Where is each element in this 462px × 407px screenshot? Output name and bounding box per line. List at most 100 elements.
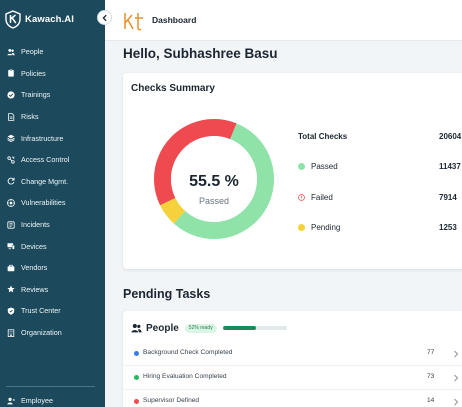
task-count: 14	[427, 397, 435, 404]
task-row[interactable]: Background Check Completed 77	[123, 342, 462, 366]
sidebar-item-label: Employee	[21, 396, 53, 406]
sidebar-item-label: Organization	[21, 328, 62, 338]
page-title: Dashboard	[152, 15, 197, 25]
chevron-right-icon[interactable]	[453, 350, 459, 358]
document-icon	[8, 112, 15, 121]
task-status-dot	[134, 351, 139, 356]
refresh-icon	[7, 178, 15, 185]
failed-row[interactable]: Failed	[298, 191, 333, 203]
sidebar-item-label: Trust Center	[21, 306, 61, 316]
kawach-logo-icon	[5, 9, 21, 29]
passed-label: Passed	[311, 161, 338, 171]
chevron-left-icon	[101, 14, 107, 21]
donut-hole	[171, 136, 257, 222]
incident-icon	[7, 220, 15, 229]
collapse-sidebar-button[interactable]	[97, 10, 112, 25]
brand[interactable]: Kawach.AI	[5, 8, 74, 30]
checks-summary-card: Checks Summary 55.5 % Passed Total Check…	[123, 73, 462, 269]
sidebar-item-label: Devices	[21, 241, 47, 251]
sidebar-item-label: Access Control	[21, 155, 70, 165]
sidebar-item-label: Reviews	[21, 284, 49, 294]
task-label: Hiring Evaluation Completed	[143, 373, 227, 380]
sidebar-item-devices[interactable]: Devices	[0, 235, 105, 257]
pending-dot-icon	[298, 223, 305, 231]
checks-donut-chart	[154, 119, 274, 239]
ready-badge: 52% ready	[184, 323, 217, 333]
people-icon	[131, 324, 142, 333]
sidebar-divider	[6, 386, 95, 387]
key-icon	[7, 156, 15, 164]
sidebar-item-risks[interactable]: Risks	[0, 106, 105, 128]
devices-icon	[7, 243, 15, 250]
sidebar-item-label: Vendors	[21, 263, 48, 273]
check-badge-icon	[7, 91, 15, 99]
ready-progress-fill	[222, 326, 256, 330]
bug-icon	[7, 199, 15, 207]
task-count: 77	[427, 349, 435, 356]
sidebar-item-reviews[interactable]: Reviews	[0, 279, 105, 301]
sidebar-item-label: Trainings	[21, 90, 51, 100]
checks-summary-title: Checks Summary	[131, 83, 215, 94]
shield-icon	[7, 307, 15, 315]
failed-segment[interactable]	[154, 119, 274, 239]
greeting-heading: Hello, Subhashree Basu	[123, 46, 278, 61]
failed-info-icon	[298, 193, 305, 201]
layers-icon	[7, 134, 15, 143]
passed-value: 11437	[439, 161, 461, 171]
ready-progress-bar	[222, 326, 287, 330]
pending-tasks-card: People 52% ready Background Check Comple…	[123, 311, 462, 407]
sidebar-item-access-control[interactable]: Access Control	[0, 149, 105, 171]
pending-tasks-title: Pending Tasks	[123, 287, 211, 301]
sidebar-item-label: Change Mgmt.	[21, 176, 69, 186]
failed-value: 7914	[439, 192, 457, 202]
star-icon	[7, 285, 15, 293]
task-row[interactable]: Hiring Evaluation Completed 73	[123, 366, 462, 390]
sidebar-item-vulnerabilities[interactable]: Vulnerabilities	[0, 192, 105, 214]
task-row[interactable]: Supervisor Defined 14	[123, 390, 462, 407]
sidebar-item-infrastructure[interactable]: Infrastructure	[0, 127, 105, 149]
kt-logo-icon[interactable]	[123, 11, 145, 31]
people-task-group-header[interactable]: People 52% ready	[131, 321, 287, 335]
sidebar-item-label: People	[21, 47, 44, 57]
sidebar-item-label: Incidents	[21, 220, 50, 230]
sidebar-item-change-mgmt[interactable]: Change Mgmt.	[0, 171, 105, 193]
employee-icon	[7, 397, 15, 405]
task-status-dot	[134, 375, 139, 380]
brand-name: Kawach.AI	[25, 13, 74, 25]
failed-label: Failed	[311, 192, 333, 202]
sidebar-nav: People Policies Trainings Risks Infrastr…	[0, 41, 105, 343]
sidebar-item-label: Risks	[21, 112, 39, 122]
people-group-label: People	[146, 322, 179, 334]
total-checks-label: Total Checks	[298, 131, 348, 141]
briefcase-icon	[7, 264, 15, 271]
passed-percentage: 55.5 %	[189, 173, 239, 190]
sidebar-item-people[interactable]: People	[0, 41, 105, 63]
total-checks-value: 20604	[439, 131, 462, 141]
top-bar: Dashboard	[105, 0, 462, 41]
pending-row[interactable]: Pending	[298, 221, 340, 233]
sidebar-item-trainings[interactable]: Trainings	[0, 84, 105, 106]
clipboard-icon	[8, 69, 14, 77]
passed-row[interactable]: Passed	[298, 160, 338, 172]
sidebar-item-label: Vulnerabilities	[21, 198, 66, 208]
task-label: Background Check Completed	[143, 349, 233, 356]
sidebar-item-trust-center[interactable]: Trust Center	[0, 300, 105, 322]
sidebar: Kawach.AI People Policies Trainings Risk…	[0, 0, 105, 407]
chevron-right-icon[interactable]	[453, 374, 459, 382]
task-label: Supervisor Defined	[143, 397, 200, 404]
passed-dot-icon	[298, 162, 305, 170]
sidebar-item-label: Policies	[21, 68, 46, 78]
sidebar-item-employee[interactable]: Employee	[0, 390, 105, 407]
task-count: 73	[427, 373, 435, 380]
passed-percentage-label: Passed	[198, 196, 230, 206]
pending-value: 1253	[439, 222, 457, 232]
sidebar-item-incidents[interactable]: Incidents	[0, 214, 105, 236]
sidebar-item-organization[interactable]: Organization	[0, 322, 105, 344]
sidebar-item-policies[interactable]: Policies	[0, 63, 105, 85]
sidebar-item-vendors[interactable]: Vendors	[0, 257, 105, 279]
building-icon	[7, 328, 15, 337]
sidebar-item-label: Infrastructure	[21, 133, 64, 143]
chevron-right-icon[interactable]	[453, 398, 459, 406]
pending-label: Pending	[311, 222, 341, 232]
people-icon	[7, 48, 15, 55]
